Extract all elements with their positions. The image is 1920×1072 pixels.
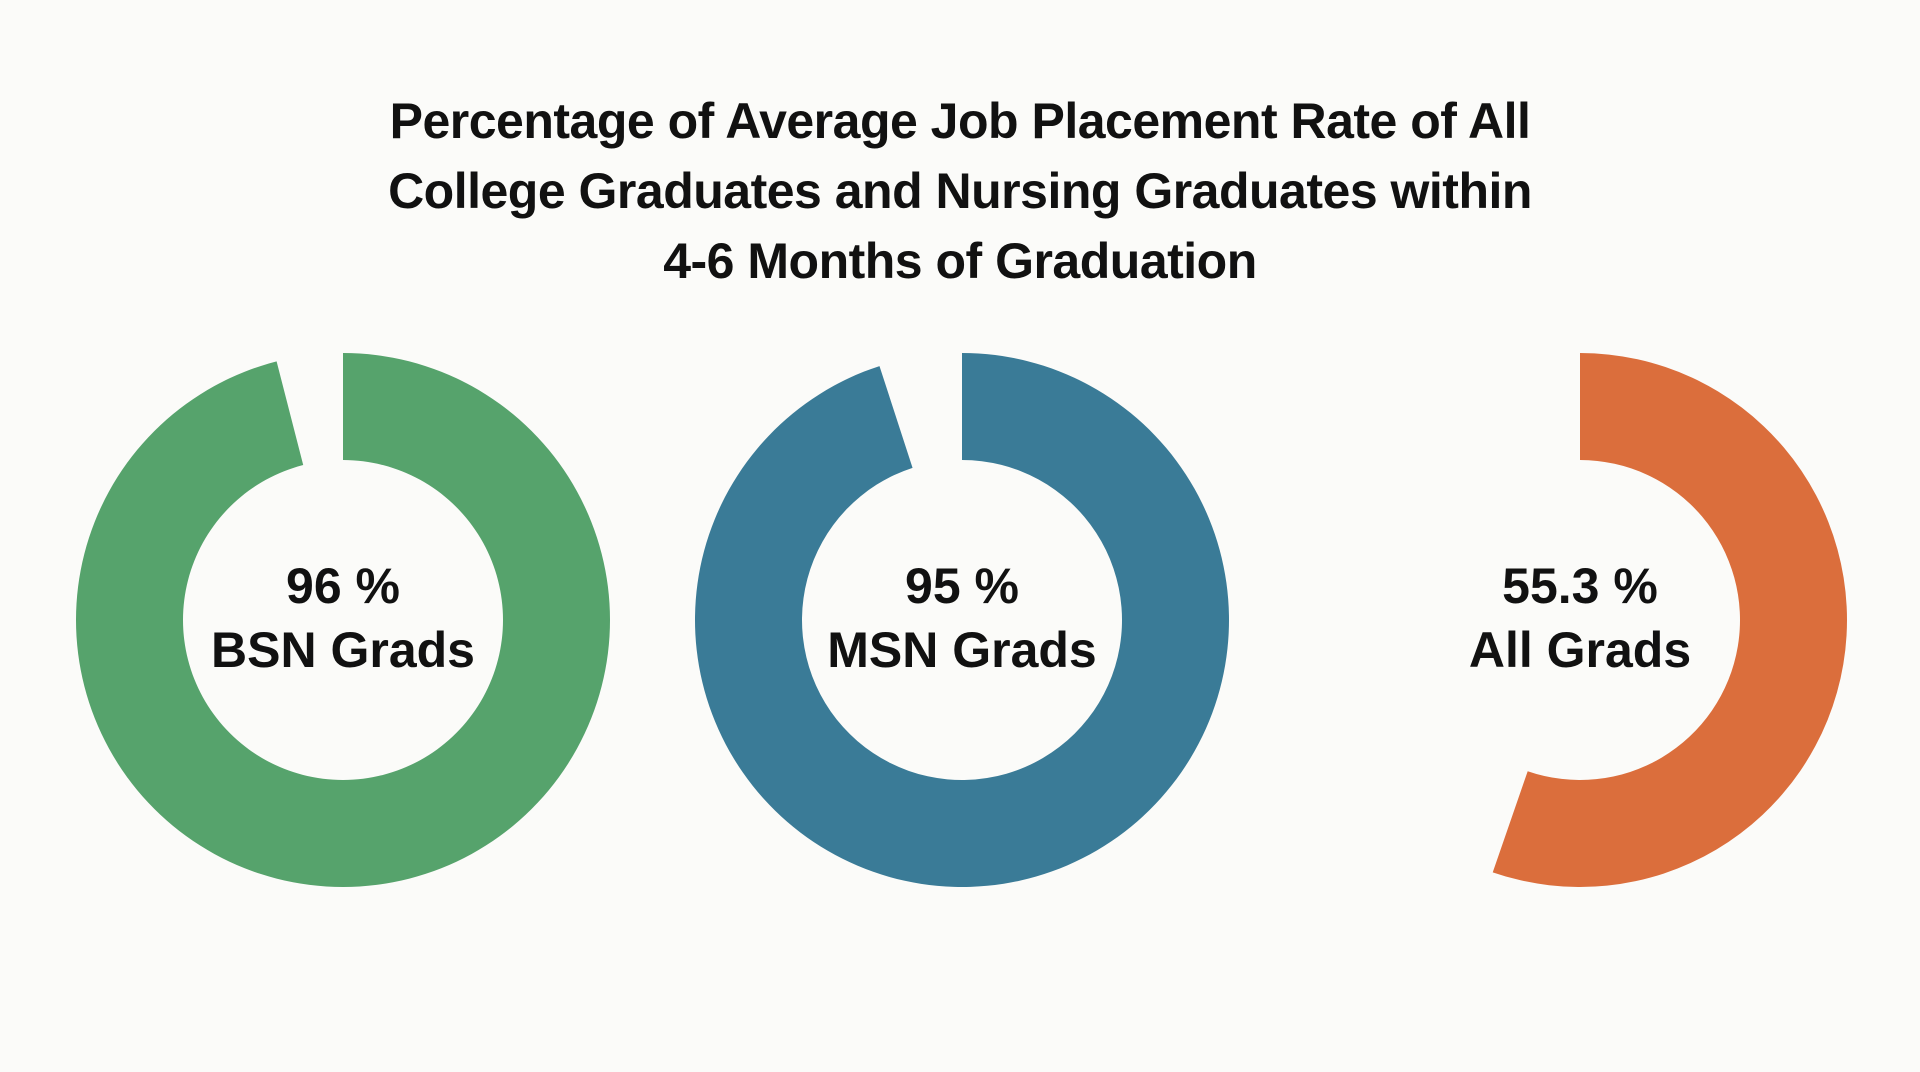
bsn-name: BSN Grads [211,622,475,678]
chart-title: Percentage of Average Job Placement Rate… [0,86,1920,296]
all-name: All Grads [1468,622,1692,678]
donut-msn [695,353,1229,887]
donut-arc [76,353,611,887]
title-line-3: 4-6 Months of Graduation [663,233,1257,289]
donut-arc [1492,353,1848,887]
donut-arc [695,353,1229,887]
msn-value: 95 % [905,558,1019,614]
donut-label-bsn: 96 % BSN Grads [163,554,523,682]
msn-name: MSN Grads [827,622,1097,678]
title-line-2: College Graduates and Nursing Graduates … [388,163,1532,219]
donut-bsn [76,353,611,887]
donut-label-all: 55.3 % All Grads [1400,554,1760,682]
title-line-1: Percentage of Average Job Placement Rate… [389,93,1531,149]
bsn-value: 96 % [286,558,400,614]
donut-label-msn: 95 % MSN Grads [782,554,1142,682]
donut-all-grads [1492,353,1848,887]
all-value: 55.3 % [1502,558,1658,614]
